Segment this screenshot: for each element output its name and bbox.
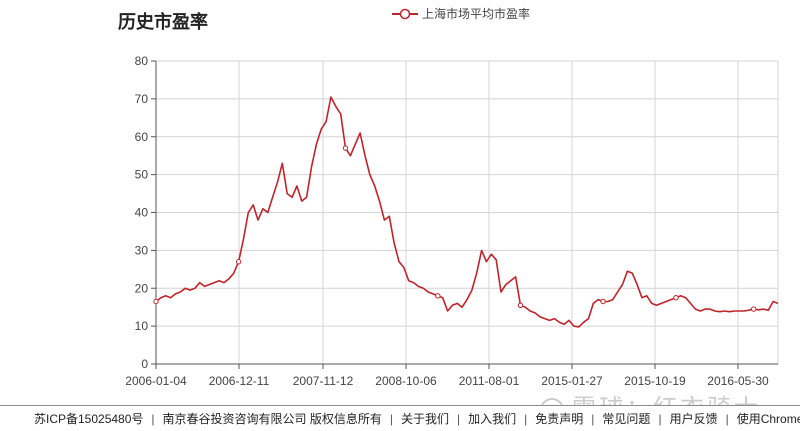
y-tick-label: 40 xyxy=(135,206,149,220)
footer-separator: | xyxy=(524,411,528,426)
x-tick-label: 2011-08-01 xyxy=(459,374,520,388)
footer-separator: | xyxy=(457,411,461,426)
data-point-marker xyxy=(600,298,606,305)
legend-label: 上海市场平均市盈率 xyxy=(422,7,531,21)
footer-link-disclaimer[interactable]: 免责声明 xyxy=(535,412,584,426)
y-tick-label: 0 xyxy=(141,357,148,371)
footer-separator: | xyxy=(658,411,662,426)
footer-icp[interactable]: 苏ICP备15025480号 xyxy=(34,412,144,426)
data-point-marker xyxy=(153,298,159,305)
legend-line-icon xyxy=(392,8,418,19)
x-tick-label: 2006-01-04 xyxy=(125,374,187,388)
footer-separator: | xyxy=(389,411,393,426)
x-tick-label: 2008-10-06 xyxy=(375,374,437,388)
y-tick-label: 80 xyxy=(135,54,149,68)
x-tick-label: 2006-12-11 xyxy=(209,374,270,388)
footer-separator: | xyxy=(725,411,729,426)
data-point-marker xyxy=(673,295,679,301)
pe-ratio-line-chart: 0 10 20 30 40 50 60 70 80 2006-01-04 2006-12-11 200… xyxy=(125,54,779,388)
footer-separator: | xyxy=(591,411,595,426)
y-tick-label: 20 xyxy=(135,281,149,295)
data-point-marker xyxy=(751,306,757,312)
footer-separator: | xyxy=(151,411,155,426)
y-tick-label: 50 xyxy=(135,168,149,182)
footer-link-chrome[interactable]: 使用Chrome xyxy=(736,412,800,426)
x-tick-label: 2015-10-19 xyxy=(624,374,686,388)
footer-link-faq[interactable]: 常见问题 xyxy=(602,412,651,426)
footer-link-about[interactable]: 关于我们 xyxy=(401,412,450,426)
footer-link-join[interactable]: 加入我们 xyxy=(468,412,517,426)
y-tick-label: 70 xyxy=(135,92,149,106)
y-tick-label: 10 xyxy=(135,319,149,333)
x-tick-label: 2016-05-30 xyxy=(707,374,769,388)
data-point-marker xyxy=(342,145,349,151)
x-tick-label: 2015-01-27 xyxy=(541,374,603,388)
data-point-marker xyxy=(435,293,441,299)
x-tick-label: 2007-11-12 xyxy=(293,374,354,388)
footer-company[interactable]: 南京春谷投资咨询有限公司 版权信息所有 xyxy=(162,412,382,426)
series-line xyxy=(155,96,779,328)
y-tick-label: 60 xyxy=(135,130,149,144)
y-tick-label: 30 xyxy=(135,243,149,257)
footer-link-feedback[interactable]: 用户反馈 xyxy=(669,412,718,426)
data-point-marker xyxy=(235,259,242,265)
data-point-marker xyxy=(517,302,524,308)
legend[interactable]: 上海市场平均市盈率 xyxy=(392,5,530,22)
chart-title: 历史市盈率 xyxy=(118,12,208,32)
footer: 苏ICP备15025480号 | 南京春谷投资咨询有限公司 版权信息所有 | 关… xyxy=(0,405,800,431)
